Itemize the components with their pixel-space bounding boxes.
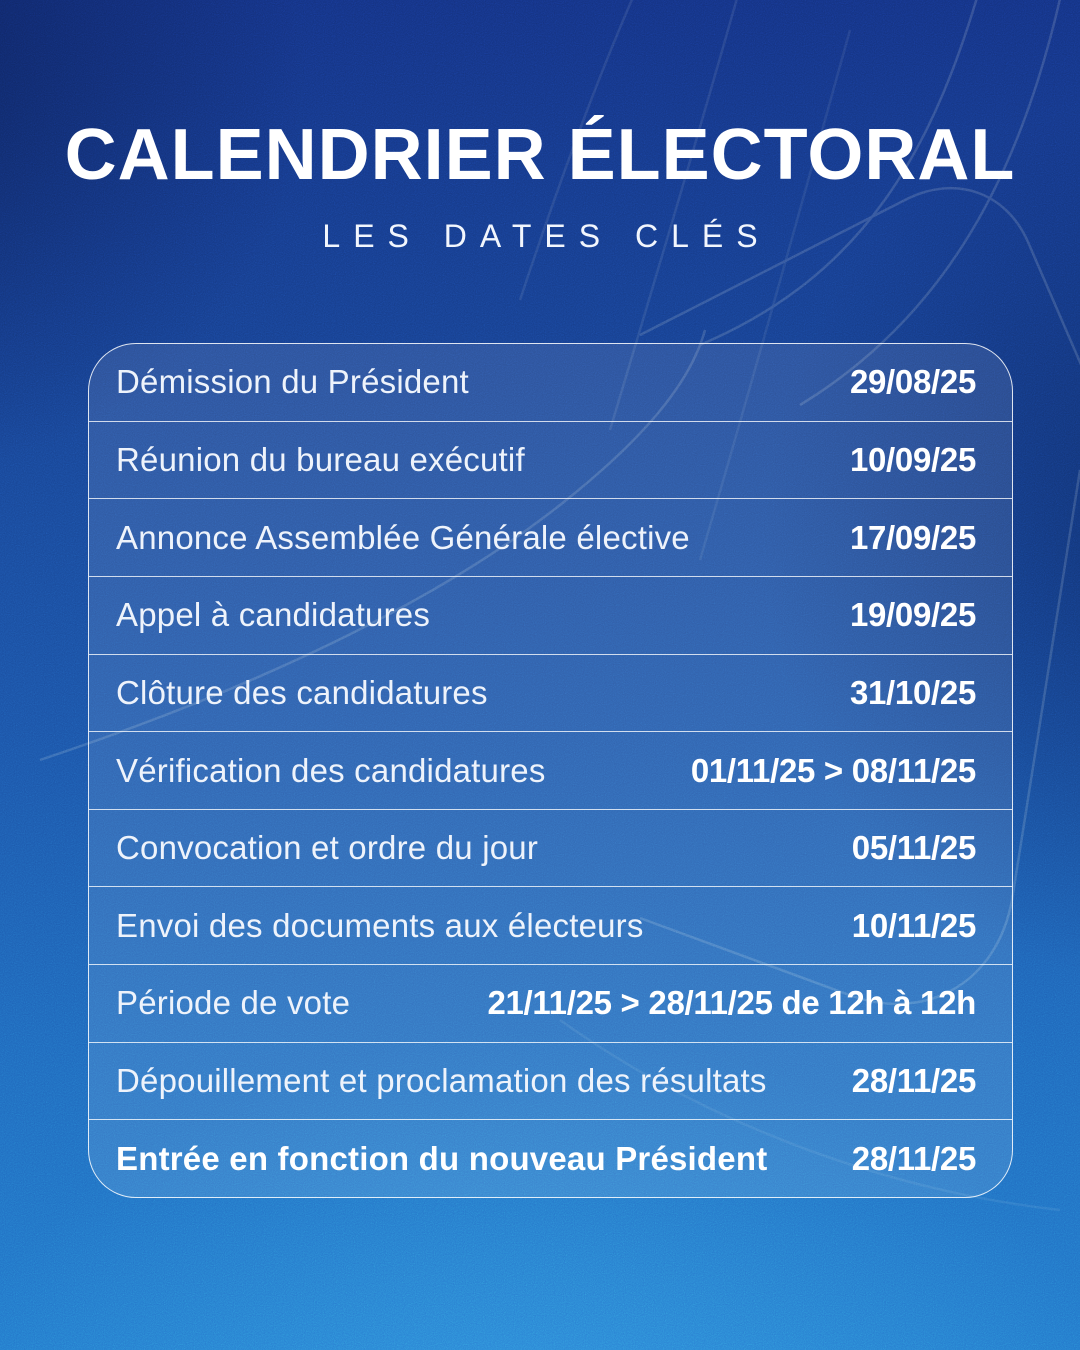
table-row: Annonce Assemblée Générale élective 17/0…: [89, 498, 1012, 576]
table-row: Appel à candidatures 19/09/25: [89, 575, 1012, 654]
event-date: 05/11/25: [851, 829, 977, 867]
page-title: CALENDRIER ÉLECTORAL: [64, 115, 1016, 195]
table-row: Clôture des candidatures 31/10/25: [89, 653, 1012, 732]
event-label: Appel à candidatures: [116, 596, 431, 634]
event-date: 28/11/25: [851, 1062, 977, 1100]
event-label: Convocation et ordre du jour: [116, 829, 539, 867]
event-label: Période de vote: [116, 984, 351, 1022]
event-label: Vérification des candidatures: [116, 751, 546, 789]
election-schedule-table: Démission du Président 29/08/25 Réunion …: [88, 343, 1013, 1198]
page-subtitle: LES DATES CLÉS: [322, 217, 771, 254]
event-label: Dépouillement et proclamation des résult…: [116, 1062, 767, 1100]
event-label: Envoi des documents aux électeurs: [116, 906, 644, 944]
table-row: Dépouillement et proclamation des résult…: [89, 1041, 1012, 1120]
event-date: 10/09/25: [849, 440, 976, 478]
event-date: 17/09/25: [849, 518, 976, 556]
event-label: Démission du Président: [116, 363, 469, 401]
table-row: Envoi des documents aux électeurs 10/11/…: [89, 886, 1012, 964]
event-date: 10/11/25: [851, 906, 977, 944]
table-row: Période de vote 21/11/25 > 28/11/25 de 1…: [89, 964, 1012, 1042]
event-label: Réunion du bureau exécutif: [116, 440, 525, 478]
event-date: 01/11/25 > 08/11/25: [690, 751, 976, 789]
event-label: Annonce Assemblée Générale élective: [116, 518, 690, 556]
event-label: Clôture des candidatures: [116, 673, 488, 711]
table-row: Convocation et ordre du jour 05/11/25: [89, 808, 1012, 887]
poster-header: CALENDRIER ÉLECTORAL LES DATES CLÉS: [0, 115, 1080, 255]
event-label: Entrée en fonction du nouveau Président: [116, 1139, 768, 1177]
event-date: 31/10/25: [849, 673, 976, 711]
event-date: 21/11/25 > 28/11/25 de 12h à 12h: [487, 984, 976, 1022]
table-row-final: Entrée en fonction du nouveau Président …: [89, 1119, 1012, 1197]
table-row: Réunion du bureau exécutif 10/09/25: [89, 420, 1012, 499]
event-date: 29/08/25: [849, 363, 976, 401]
table-row: Démission du Président 29/08/25: [89, 344, 1012, 421]
event-date: 19/09/25: [849, 596, 976, 634]
table-row: Vérification des candidatures 01/11/25 >…: [89, 731, 1012, 809]
event-date: 28/11/25: [851, 1139, 977, 1177]
